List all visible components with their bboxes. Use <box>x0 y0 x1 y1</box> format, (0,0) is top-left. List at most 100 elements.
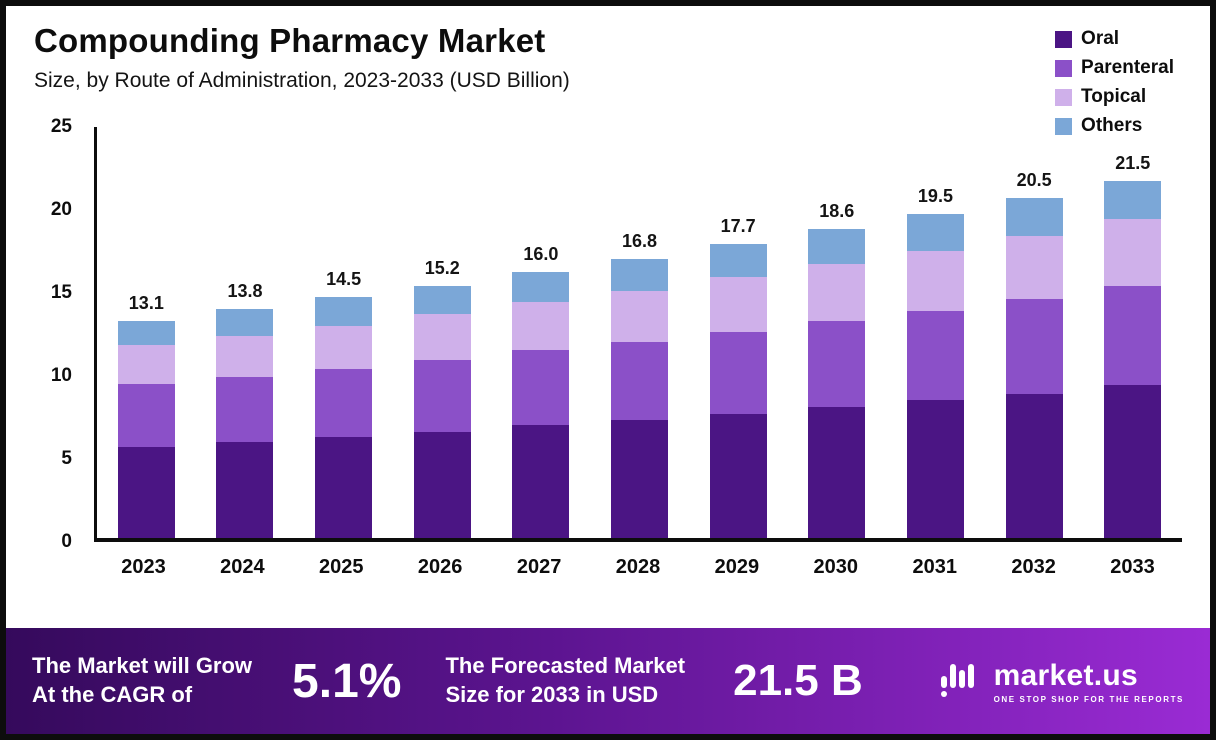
bar-segment-oral <box>216 441 274 538</box>
footer-banner: The Market will Grow At the CAGR of 5.1%… <box>6 628 1210 734</box>
bar-segment-oral <box>413 431 471 538</box>
bar-segment-oral <box>709 413 767 538</box>
bar-column-2026: 15.2 <box>393 127 492 538</box>
bar-total-label: 13.8 <box>227 280 263 301</box>
forecast-value: 21.5 B <box>733 656 863 705</box>
x-tick-label: 2023 <box>121 556 166 578</box>
y-tick-label: 20 <box>50 199 72 220</box>
x-tick-label: 2025 <box>319 556 364 578</box>
x-tick-label: 2029 <box>714 556 760 578</box>
bar-total-label: 20.5 <box>1016 169 1052 190</box>
bar-segment-oral <box>906 400 964 538</box>
brand-text: market.us ONE STOP SHOP FOR THE REPORTS <box>994 659 1184 704</box>
x-tick-label: 2024 <box>220 556 265 578</box>
y-axis-labels: 0 5 10 15 20 25 <box>34 116 86 552</box>
stacked-bar <box>413 285 471 538</box>
bar-segment-parenteral <box>1005 298 1063 394</box>
bar-segment-topical <box>413 313 471 361</box>
legend-label: Topical <box>1081 86 1147 107</box>
bar-total-label: 19.5 <box>917 186 953 207</box>
bar-segment-parenteral <box>512 350 570 426</box>
x-tick-label: 2031 <box>912 556 957 578</box>
bar-total-label: 14.5 <box>326 269 362 290</box>
legend-item-topical: Topical <box>1055 86 1174 108</box>
bar-segment-topical <box>1005 235 1063 299</box>
bar-segment-others <box>216 308 274 336</box>
x-tick-label: 2030 <box>813 556 859 578</box>
plot-wrap: 13.1 13.8 14.5 15.2 16.0 16.8 17.7 18.6 19.5 20.5… <box>94 127 1182 579</box>
bar-segment-topical <box>512 302 570 351</box>
bar-segment-others <box>808 229 866 265</box>
stacked-bar <box>709 244 767 538</box>
legend: Oral Parenteral Topical Others <box>1055 28 1174 137</box>
x-axis-labels: 2023 2024 2025 2026 2027 2028 2029 2030 2031 2032… <box>94 542 1182 579</box>
brand: market.us ONE STOP SHOP FOR THE REPORTS <box>936 656 1184 707</box>
cagr-value: 5.1% <box>292 654 402 708</box>
legend-item-others: Others <box>1055 115 1174 137</box>
bar-segment-topical <box>1104 219 1162 286</box>
y-tick-label: 0 <box>61 531 72 552</box>
bar-segment-topical <box>611 290 669 343</box>
bar-segment-topical <box>808 264 866 321</box>
brand-icon <box>936 656 982 707</box>
y-tick-label: 10 <box>50 365 72 386</box>
bar-segment-topical <box>906 250 964 311</box>
stacked-bar <box>315 297 373 538</box>
bar-column-2031: 19.5 <box>886 127 985 538</box>
bar-segment-parenteral <box>906 310 964 401</box>
bar-column-2032: 20.5 <box>985 127 1084 538</box>
stacked-bar-chart: 0 5 10 15 20 25 13.1 13.8 14.5 15.2 16.0 16.8 17.7 1… <box>34 116 1182 579</box>
bar-column-2029: 17.7 <box>689 127 788 538</box>
bar-segment-others <box>117 320 175 346</box>
bar-segment-oral <box>611 420 669 538</box>
stacked-bar <box>1005 197 1063 538</box>
bar-segment-others <box>906 214 964 251</box>
bar-segment-others <box>512 272 570 303</box>
bar-total-label: 16.0 <box>523 244 559 265</box>
x-tick-label: 2026 <box>417 556 463 578</box>
bar-segment-others <box>611 259 669 291</box>
bar-column-2027: 16.0 <box>492 127 591 538</box>
bar-total-label: 16.8 <box>622 231 658 252</box>
bar-segment-parenteral <box>117 383 175 447</box>
bar-segment-topical <box>117 345 175 384</box>
brand-tagline: ONE STOP SHOP FOR THE REPORTS <box>993 694 1184 704</box>
bar-segment-parenteral <box>709 332 767 414</box>
y-tick-label: 5 <box>61 448 72 469</box>
bar-segment-oral <box>808 406 866 538</box>
legend-swatch-icon <box>1055 59 1073 77</box>
x-tick-label: 2032 <box>1011 556 1056 578</box>
bar-segment-others <box>1104 181 1162 220</box>
x-tick-label: 2033 <box>1110 556 1155 578</box>
brand-name: market.us <box>993 658 1139 692</box>
legend-label: Others <box>1081 115 1143 136</box>
growth-line1: The Market will Grow <box>32 653 253 679</box>
bar-column-2023: 13.1 <box>97 127 196 538</box>
stacked-bar <box>611 259 669 538</box>
stacked-bar <box>906 214 964 538</box>
bar-total-label: 18.6 <box>819 201 855 222</box>
bar-segment-topical <box>216 335 274 377</box>
bar-segment-parenteral <box>216 377 274 442</box>
legend-item-parenteral: Parenteral <box>1055 57 1174 79</box>
bar-segment-others <box>1005 197 1063 236</box>
stacked-bar <box>808 229 866 538</box>
bar-segment-others <box>413 285 471 314</box>
bar-column-2024: 13.8 <box>196 127 295 538</box>
page-title: Compounding Pharmacy Market <box>34 22 546 59</box>
y-tick-label: 25 <box>50 116 72 137</box>
stacked-bar <box>1104 181 1162 538</box>
bar-column-2028: 16.8 <box>590 127 689 538</box>
bar-segment-parenteral <box>413 360 471 432</box>
forecast-line1: The Forecasted Market <box>445 653 686 679</box>
bar-column-2033: 21.5 <box>1083 127 1182 538</box>
forecast-label: The Forecasted Market Size for 2033 in U… <box>445 652 685 709</box>
stacked-bar <box>512 272 570 538</box>
bar-segment-topical <box>709 277 767 333</box>
bar-segment-oral <box>315 436 373 538</box>
bar-total-label: 17.7 <box>720 216 756 237</box>
bar-column-2025: 14.5 <box>294 127 393 538</box>
bar-total-label: 13.1 <box>128 292 164 313</box>
bar-segment-others <box>709 244 767 278</box>
